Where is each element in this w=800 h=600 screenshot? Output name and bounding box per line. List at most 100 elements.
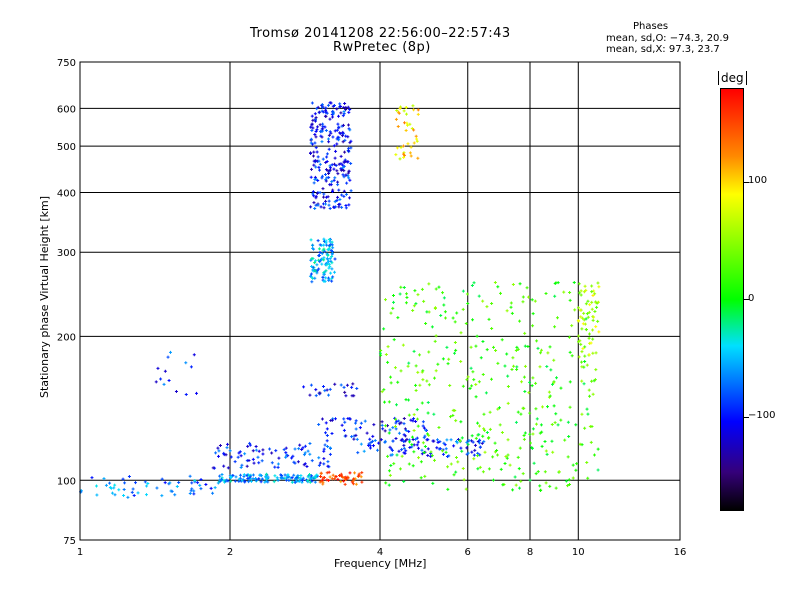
data-point — [194, 391, 198, 395]
data-point — [354, 482, 358, 486]
data-point — [198, 483, 202, 487]
data-point — [596, 300, 600, 304]
data-point — [449, 438, 453, 442]
data-point — [372, 444, 376, 448]
data-point — [404, 398, 408, 402]
data-point — [396, 316, 400, 320]
data-point — [481, 434, 485, 438]
data-point — [318, 191, 322, 195]
data-point — [344, 203, 348, 207]
data-point — [449, 462, 453, 466]
x-tick-label: 8 — [527, 547, 533, 558]
data-point — [424, 428, 428, 432]
data-point — [399, 438, 403, 442]
data-point — [258, 473, 262, 477]
data-point — [363, 419, 367, 423]
data-point — [342, 110, 346, 114]
data-point — [559, 386, 563, 390]
data-point — [578, 308, 582, 312]
data-point — [548, 484, 552, 488]
data-point — [237, 451, 241, 455]
data-point — [352, 437, 356, 441]
data-point — [514, 420, 518, 424]
data-point — [474, 382, 478, 386]
data-point — [439, 314, 443, 318]
data-point — [596, 468, 600, 472]
data-point — [572, 281, 576, 285]
data-point — [568, 350, 572, 354]
data-point — [247, 474, 251, 478]
data-point — [412, 429, 416, 433]
data-point — [132, 494, 136, 498]
data-point — [589, 440, 593, 444]
data-point — [326, 195, 330, 199]
data-point — [327, 278, 331, 282]
data-point — [454, 419, 458, 423]
data-point — [470, 384, 474, 388]
data-point — [268, 447, 272, 451]
data-point — [346, 105, 350, 109]
data-point — [309, 258, 313, 262]
data-point — [407, 413, 411, 417]
data-point — [394, 153, 398, 157]
data-point — [386, 360, 390, 364]
y-tick-label: 600 — [57, 104, 76, 115]
data-point — [511, 283, 515, 287]
data-point — [580, 412, 584, 416]
data-point — [347, 123, 351, 127]
data-point — [426, 411, 430, 415]
data-point — [418, 383, 422, 387]
data-point — [216, 454, 220, 458]
data-point — [226, 442, 230, 446]
data-point — [317, 159, 321, 163]
data-point — [311, 190, 315, 194]
data-point — [300, 448, 304, 452]
data-point — [546, 405, 550, 409]
data-point — [454, 348, 458, 352]
data-point — [393, 425, 397, 429]
data-point — [337, 162, 341, 166]
data-point — [225, 446, 229, 450]
data-point — [577, 282, 581, 286]
data-point — [240, 463, 244, 467]
data-point — [298, 443, 302, 447]
data-point — [516, 455, 520, 459]
data-point — [252, 461, 256, 465]
data-point — [534, 472, 538, 476]
data-point — [585, 460, 589, 464]
data-point — [482, 412, 486, 416]
data-point — [229, 479, 233, 483]
data-point — [342, 175, 346, 179]
data-point — [416, 440, 420, 444]
data-point — [432, 376, 436, 380]
data-point — [389, 375, 393, 379]
data-point — [368, 437, 372, 441]
data-point — [270, 461, 274, 465]
data-point — [478, 465, 482, 469]
data-point — [515, 367, 519, 371]
data-point — [465, 440, 469, 444]
data-point — [209, 486, 213, 490]
data-point — [349, 189, 353, 193]
data-point — [341, 166, 345, 170]
data-point — [416, 370, 420, 374]
data-point — [316, 239, 320, 243]
data-point — [218, 478, 222, 482]
data-point — [409, 154, 413, 158]
data-point — [593, 378, 597, 382]
data-point — [306, 449, 310, 453]
data-point — [342, 417, 346, 421]
data-point — [313, 480, 317, 484]
data-point — [580, 360, 584, 364]
data-point — [315, 128, 319, 132]
data-point — [582, 311, 586, 315]
ionogram-plot: 1 2 4 6 8 10 16 75 100 200 300 400 500 600 750 — [57, 58, 686, 558]
data-point — [506, 453, 510, 457]
data-point — [324, 161, 328, 165]
data-point — [590, 290, 594, 294]
data-point — [345, 383, 349, 387]
data-point — [384, 481, 388, 485]
data-point — [315, 191, 319, 195]
data-point — [456, 438, 460, 442]
data-point — [490, 326, 494, 330]
